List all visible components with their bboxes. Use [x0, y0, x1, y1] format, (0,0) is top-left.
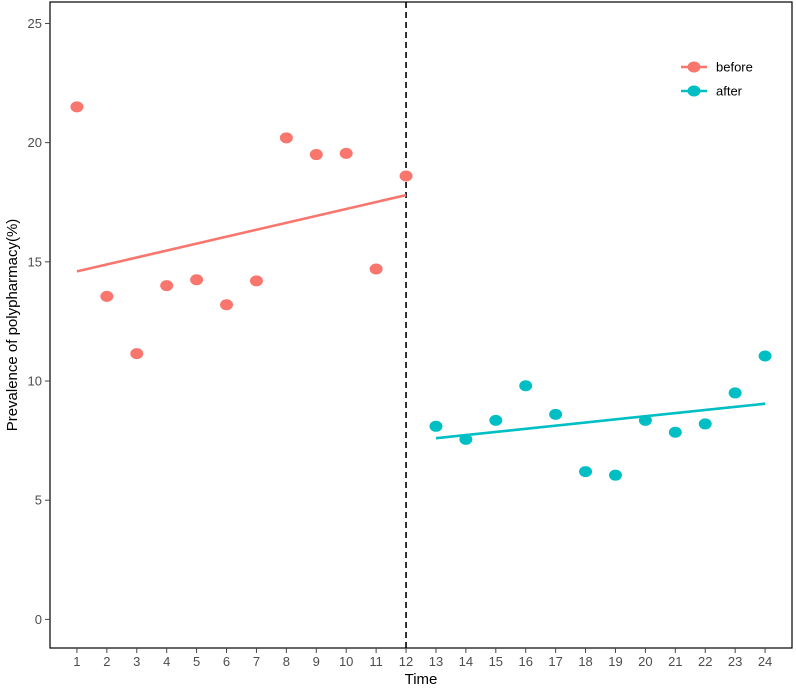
trend-line-before [76, 193, 407, 273]
point-before [339, 147, 353, 159]
point-before [160, 280, 174, 292]
y-tick-label: 25 [28, 16, 42, 31]
point-after [519, 380, 533, 392]
y-axis-title: Prevalence of polypharmacy(%) [4, 219, 21, 432]
point-before [249, 275, 263, 287]
x-tick-label: 13 [429, 654, 443, 669]
point-after [579, 466, 593, 478]
data-points [70, 101, 772, 481]
x-axis-title: Time [405, 671, 438, 688]
point-before [130, 348, 144, 360]
axes: 1 2 3 4 5 6 7 8 9 10 11 12 13 14 15 16 17 18 19 20 21 22 23 240… [28, 1, 793, 669]
point-before [190, 274, 204, 286]
point-after [728, 387, 742, 399]
point-before [369, 263, 383, 275]
x-tick-label: 14 [459, 654, 473, 669]
point-before [399, 170, 413, 182]
x-tick-label: 22 [698, 654, 712, 669]
y-tick-label: 15 [28, 254, 42, 269]
x-tick-label: 18 [578, 654, 592, 669]
x-tick-label: 8 [283, 654, 290, 669]
x-tick-label: 11 [369, 654, 383, 669]
legend-label-before: before [716, 60, 753, 75]
point-after [698, 418, 712, 430]
legend: before after [681, 60, 753, 99]
point-before [279, 132, 293, 144]
point-after [608, 469, 622, 481]
x-tick-label: 15 [489, 654, 503, 669]
trend-line-after [435, 402, 766, 440]
x-tick-label: 6 [223, 654, 230, 669]
x-tick-label: 1 [73, 654, 80, 669]
point-before [220, 299, 234, 311]
point-before [100, 290, 114, 302]
legend-key-point-before [687, 61, 701, 73]
x-tick-label: 4 [163, 654, 170, 669]
y-tick-label: 10 [28, 374, 42, 389]
plot-frame [49, 1, 793, 649]
legend-label-after: after [716, 84, 743, 99]
point-after [758, 350, 772, 362]
point-before [70, 101, 84, 113]
x-tick-label: 20 [638, 654, 652, 669]
point-before [309, 149, 323, 161]
y-tick-label: 20 [28, 135, 42, 150]
trend-lines [76, 193, 766, 440]
x-tick-label: 10 [339, 654, 353, 669]
point-after [459, 433, 473, 445]
point-after [549, 408, 563, 420]
legend-key-point-after [687, 85, 701, 97]
point-after [489, 414, 503, 426]
x-tick-label: 9 [313, 654, 320, 669]
point-after [638, 414, 652, 426]
x-tick-label: 2 [103, 654, 110, 669]
x-tick-label: 3 [133, 654, 140, 669]
x-tick-label: 24 [758, 654, 772, 669]
x-tick-label: 5 [193, 654, 200, 669]
x-tick-label: 7 [253, 654, 260, 669]
x-tick-label: 21 [668, 654, 682, 669]
x-tick-label: 16 [518, 654, 532, 669]
x-tick-label: 12 [399, 654, 413, 669]
y-tick-label: 0 [35, 612, 42, 627]
y-tick-label: 5 [35, 493, 42, 508]
x-tick-label: 19 [608, 654, 622, 669]
x-tick-label: 17 [548, 654, 562, 669]
point-after [668, 426, 682, 438]
point-after [429, 420, 443, 432]
x-tick-label: 23 [728, 654, 742, 669]
